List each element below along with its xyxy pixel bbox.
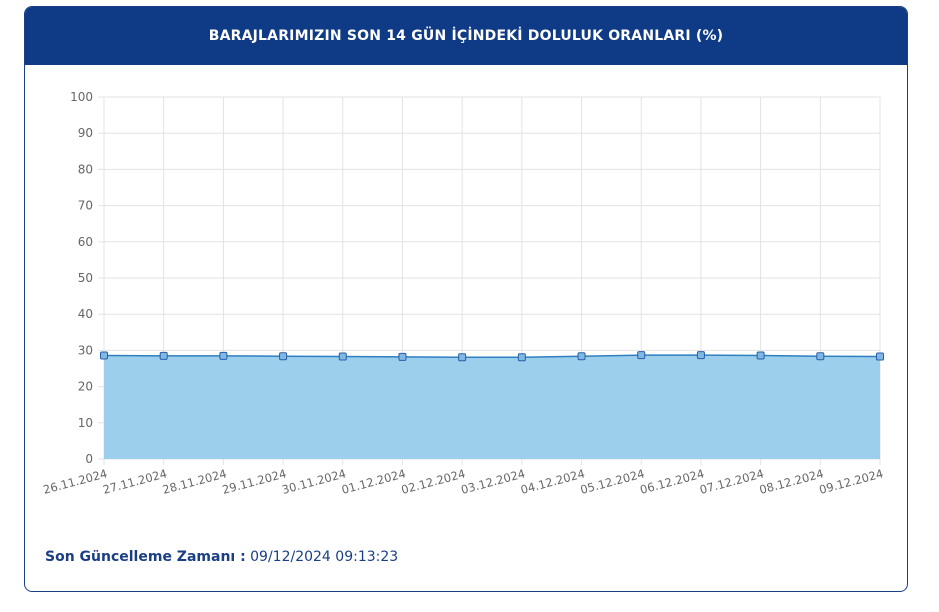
- y-tick-label: 60: [78, 235, 93, 249]
- data-point: [696, 351, 705, 360]
- y-tick-label: 80: [78, 162, 93, 176]
- x-tick-label: 01.12.2024: [340, 466, 407, 497]
- y-tick-label: 70: [78, 199, 93, 213]
- y-tick-label: 20: [78, 380, 93, 394]
- data-point: [100, 351, 108, 360]
- data-point: [458, 353, 467, 362]
- x-tick-label: 04.12.2024: [519, 466, 586, 497]
- chart-header: BARAJLARIMIZIN SON 14 GÜN İÇİNDEKİ DOLUL…: [25, 7, 907, 65]
- data-point: [159, 351, 168, 360]
- data-point: [398, 352, 407, 361]
- series-line: [103, 354, 881, 359]
- data-point: [876, 352, 884, 361]
- chart-title: BARAJLARIMIZIN SON 14 GÜN İÇİNDEKİ DOLUL…: [208, 28, 724, 44]
- fill-rate-chart: 0 10 20 30 40 50 60 70 80 90 100 26.11.202427.11.20…: [42, 90, 885, 497]
- x-tick-label: 05.12.2024: [579, 466, 646, 497]
- y-tick-label: 100: [70, 90, 93, 104]
- x-tick-label: 28.11.2024: [161, 466, 228, 497]
- last-update-label: Son Güncelleme Zamanı :: [45, 549, 246, 565]
- last-update-value: 09/12/2024 09:13:23: [250, 549, 399, 565]
- last-update: Son Güncelleme Zamanı : 09/12/2024 09:13…: [45, 549, 398, 565]
- x-tick-label: 29.11.2024: [221, 466, 288, 497]
- x-tick-label: 06.12.2024: [638, 466, 705, 497]
- y-tick-label: 0: [85, 452, 93, 466]
- x-tick-label: 27.11.2024: [101, 466, 168, 497]
- data-point: [637, 351, 646, 360]
- data-point: [577, 352, 586, 361]
- y-tick-label: 30: [78, 343, 93, 357]
- x-tick-label: 07.12.2024: [698, 466, 765, 497]
- y-tick-label: 40: [78, 307, 93, 321]
- data-point: [816, 352, 825, 361]
- x-tick-label: 03.12.2024: [459, 466, 526, 497]
- data-point: [338, 352, 347, 361]
- data-point: [756, 351, 765, 360]
- y-tick-label: 90: [78, 126, 93, 140]
- data-point: [517, 353, 526, 362]
- data-point: [219, 351, 228, 360]
- x-tick-label: 02.12.2024: [400, 466, 467, 497]
- y-tick-label: 10: [78, 416, 93, 430]
- chart-card: BARAJLARIMIZIN SON 14 GÜN İÇİNDEKİ DOLUL…: [24, 6, 908, 592]
- x-tick-label: 08.12.2024: [758, 466, 825, 497]
- series-area: [104, 355, 880, 459]
- x-tick-label: 30.11.2024: [280, 466, 347, 497]
- data-point: [279, 352, 288, 361]
- x-tick-label: 26.11.2024: [42, 466, 109, 497]
- y-tick-label: 50: [78, 271, 93, 285]
- x-tick-label: 09.12.2024: [818, 466, 885, 497]
